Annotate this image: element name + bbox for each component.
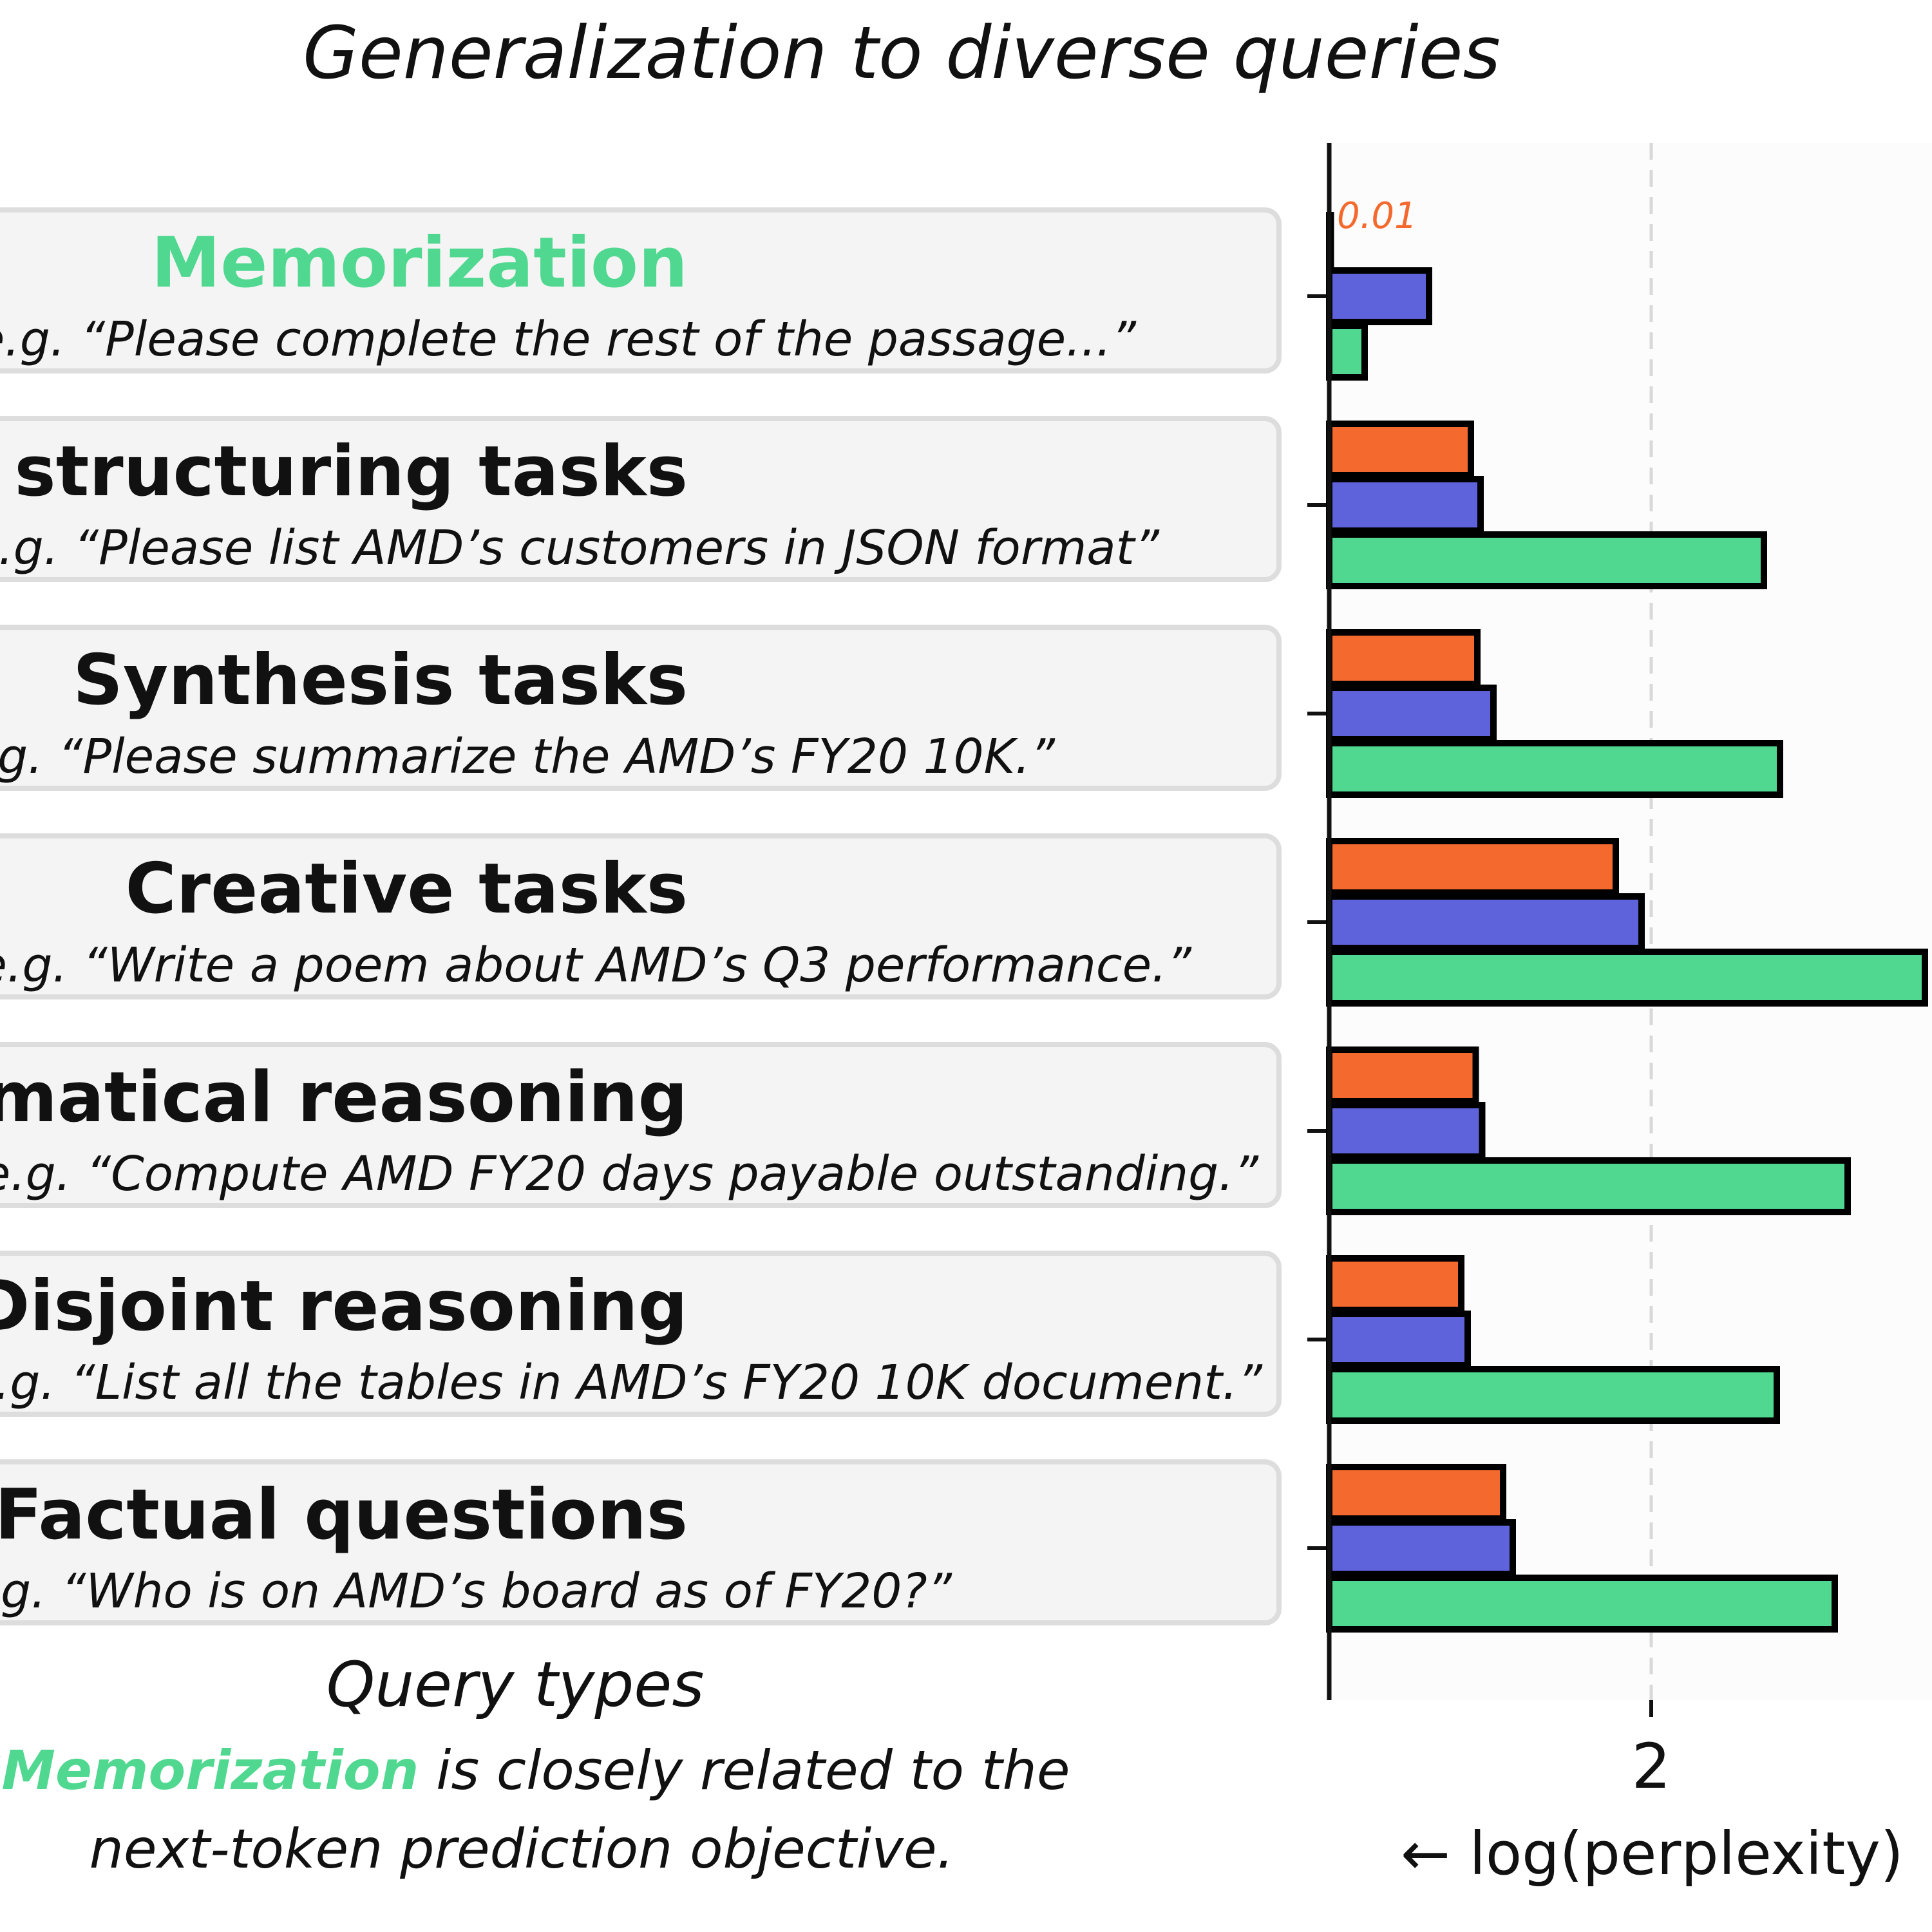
query-example: e.g. “Please list AMD’s customers in JSO… — [0, 520, 1159, 576]
query-title: Data structuring tasks — [0, 431, 688, 512]
y-axis-label: Query types — [326, 1649, 705, 1721]
query-example: e.g. “Please summarize the AMD’s FY20 10… — [0, 729, 1055, 784]
bar — [1326, 1464, 1506, 1522]
query-example: e.g. “Please complete the rest of the pa… — [0, 312, 1136, 367]
query-box-synthesis: Synthesis tasks e.g. “Please summarize t… — [0, 625, 1282, 791]
query-box-disjoint: Disjoint reasoning e.g. “List all the ta… — [0, 1251, 1282, 1417]
query-example: e.g. “Write a poem about AMD’s Q3 perfor… — [0, 938, 1191, 993]
footnote-rest: is closely related to the — [419, 1739, 1070, 1802]
footnote-highlight: *Memorization — [0, 1739, 419, 1802]
bar — [1326, 1575, 1838, 1633]
bar — [1326, 267, 1432, 325]
query-example: e.g. “Compute AMD FY20 days payable outs… — [0, 1146, 1258, 1202]
query-box-memorization: Memorization e.g. “Please complete the r… — [0, 207, 1282, 374]
query-example: e.g. “List all the tables in AMD’s FY20 … — [0, 1355, 1262, 1410]
bar — [1326, 1311, 1471, 1368]
bar — [1326, 949, 1928, 1007]
bar — [1326, 838, 1619, 896]
bar — [1326, 1102, 1486, 1160]
data-label: 0.01 — [1337, 195, 1417, 237]
bar — [1326, 740, 1783, 798]
query-title: Memorization — [151, 223, 688, 303]
bar — [1326, 531, 1767, 589]
footnote-line2: next-token prediction objective. — [89, 1817, 954, 1880]
bar — [1326, 1255, 1464, 1313]
query-title: Factual questions — [0, 1475, 688, 1555]
query-box-factual: Factual questions e.g. “Who is on AMD’s … — [0, 1459, 1282, 1625]
chart-title: Generalization to diverse queries — [303, 12, 1501, 95]
bar — [1326, 629, 1481, 687]
bar — [1326, 685, 1497, 743]
x-axis-label: ← log(perplexity) — [1401, 1819, 1904, 1888]
x-tick-label: 2 — [1631, 1730, 1671, 1803]
bar — [1326, 1366, 1780, 1424]
bar — [1326, 476, 1484, 534]
query-example: e.g. “Who is on AMD’s board as of FY20?” — [0, 1564, 952, 1619]
bar — [1326, 1519, 1516, 1577]
query-title: Mathematical reasoning — [0, 1057, 688, 1138]
query-title: Synthesis tasks — [73, 640, 688, 721]
bar — [1326, 421, 1474, 478]
query-box-mathematical: Mathematical reasoning e.g. “Compute AMD… — [0, 1042, 1282, 1208]
bar — [1326, 1046, 1479, 1104]
query-box-data-structuring: Data structuring tasks e.g. “Please list… — [0, 416, 1282, 582]
bar — [1326, 323, 1368, 381]
bar — [1326, 893, 1645, 951]
query-title: Creative tasks — [125, 849, 688, 929]
query-box-creative: Creative tasks e.g. “Write a poem about … — [0, 833, 1282, 999]
query-title: Disjoint reasoning — [0, 1266, 688, 1347]
footnote-line1: *Memorization is closely related to the — [0, 1739, 1082, 1802]
bar — [1326, 1157, 1851, 1215]
